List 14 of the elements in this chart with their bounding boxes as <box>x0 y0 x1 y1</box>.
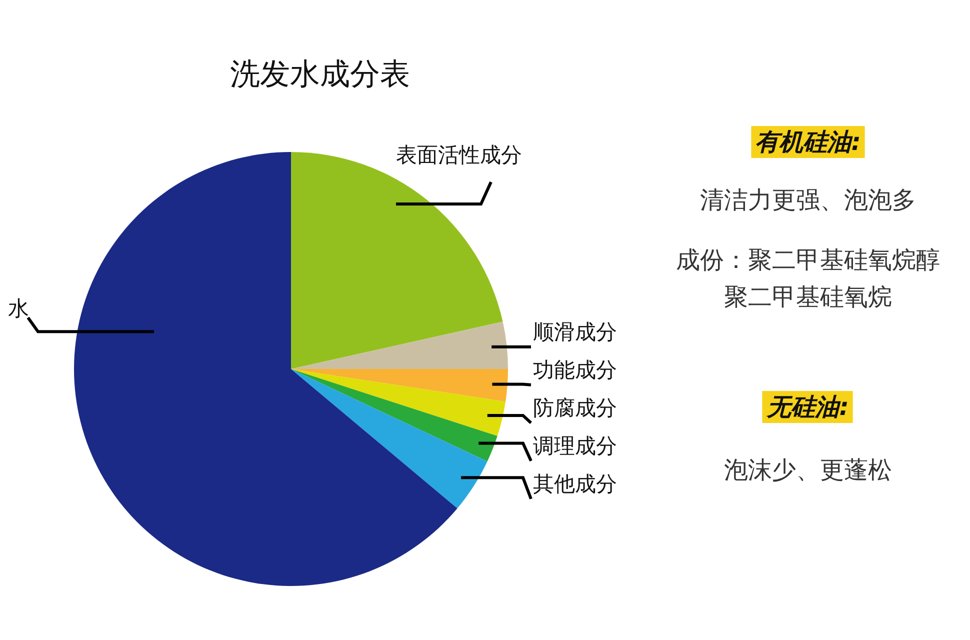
slice-label: 表面活性成分 <box>396 143 522 167</box>
chart-title: 洗发水成分表 <box>230 57 410 92</box>
text: 无硅油: <box>766 393 849 421</box>
text: 泡沫少、更蓬松 <box>724 456 892 484</box>
text: 清洁力更强、泡泡多 <box>700 186 916 214</box>
slice-label: 防腐成分 <box>533 396 617 420</box>
slice-label: 顺滑成分 <box>533 320 617 344</box>
text: 有机硅油: <box>755 128 861 156</box>
text: 成份：聚二甲基硅氧烷醇 <box>676 246 940 274</box>
slice-label: 功能成分 <box>533 358 617 382</box>
slice-label: 水 <box>8 296 29 321</box>
slice-label: 调理成分 <box>533 434 617 458</box>
text: 聚二甲基硅氧烷 <box>724 283 892 311</box>
slice-label: 其他成分 <box>533 472 617 496</box>
